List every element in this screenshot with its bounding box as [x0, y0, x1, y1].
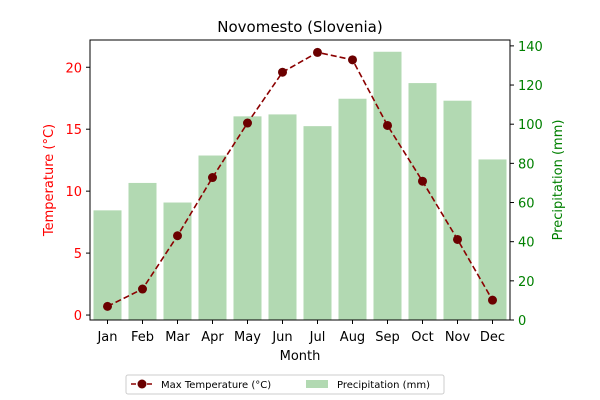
x-tick-label: Jan [96, 330, 117, 345]
right-tick-label: 60 [518, 197, 535, 212]
temperature-point-jun [278, 67, 287, 77]
temperature-point-oct [418, 176, 427, 186]
temperature-point-nov [453, 234, 462, 244]
left-axis: 0 5 10 15 20 [65, 61, 90, 324]
temperature-point-dec [488, 295, 497, 305]
precipitation-bar-may [233, 116, 262, 320]
x-tick-label: Jul [309, 330, 326, 345]
x-axis: Jan Feb Mar Apr May Jun Jul Aug Sep Oct Nov Dec [96, 320, 505, 345]
temperature-point-may [243, 118, 252, 128]
precipitation-bar-apr [198, 155, 227, 320]
right-axis-label: Precipitation (mm) [551, 120, 566, 241]
x-tick-label: Aug [340, 330, 365, 345]
precipitation-bar-aug [338, 98, 367, 321]
right-tick-label: 0 [518, 314, 526, 329]
temperature-point-jan [103, 301, 112, 311]
x-tick-label: Dec [480, 330, 505, 345]
temperature-point-mar [173, 231, 182, 241]
precipitation-bar-nov [443, 100, 472, 320]
precipitation-bars [93, 51, 507, 321]
precipitation-bar-jul [303, 126, 332, 321]
temperature-line [107, 51, 494, 308]
x-tick-label: May [234, 330, 261, 345]
legend-label-temperature: Max Temperature (°C) [161, 380, 271, 391]
x-tick-label: Oct [411, 330, 433, 345]
x-tick-label: Apr [201, 330, 224, 345]
precipitation-bar-feb [128, 182, 157, 320]
precipitation-bar-oct [408, 83, 437, 320]
x-tick-label: Mar [165, 330, 190, 345]
left-tick-label: 10 [65, 185, 82, 200]
right-tick-label: 140 [518, 40, 543, 55]
precipitation-bar-jun [268, 114, 297, 320]
temperature-point-apr [208, 173, 217, 183]
right-tick-label: 80 [518, 157, 535, 172]
x-tick-label: Feb [131, 330, 154, 345]
right-tick-label: 40 [518, 236, 535, 251]
legend: Max Temperature (°C) Precipitation (mm) [125, 374, 445, 395]
left-tick-label: 20 [65, 61, 82, 76]
legend-line-marker [137, 379, 147, 389]
right-tick-label: 120 [518, 79, 543, 94]
left-tick-label: 5 [74, 247, 82, 262]
x-tick-label: Jun [271, 330, 292, 345]
plot-frame [89, 39, 511, 321]
left-tick-label: 15 [65, 123, 82, 138]
temperature-point-sep [383, 120, 392, 130]
temperature-point-feb [138, 284, 147, 294]
legend-frame [125, 374, 445, 395]
left-axis-label: Temperature (°C) [42, 124, 57, 237]
precipitation-bar-sep [373, 51, 402, 320]
x-tick-label: Sep [375, 330, 400, 345]
right-axis: 0 20 40 60 80 100 120 140 [510, 40, 543, 329]
right-tick-label: 100 [518, 118, 543, 133]
temperature-line-layer [103, 47, 497, 311]
x-tick-label: Nov [445, 330, 471, 345]
x-axis-label: Month [280, 349, 321, 364]
legend-bar-swatch [306, 380, 328, 388]
right-tick-label: 20 [518, 275, 535, 290]
chart-title: Novomesto (Slovenia) [217, 18, 382, 36]
temperature-point-jul [313, 47, 322, 57]
precipitation-bar-dec [478, 159, 507, 320]
precipitation-bar-mar [163, 202, 192, 320]
left-tick-label: 0 [74, 309, 82, 324]
temperature-point-aug [348, 55, 357, 65]
legend-label-precipitation: Precipitation (mm) [337, 380, 430, 391]
